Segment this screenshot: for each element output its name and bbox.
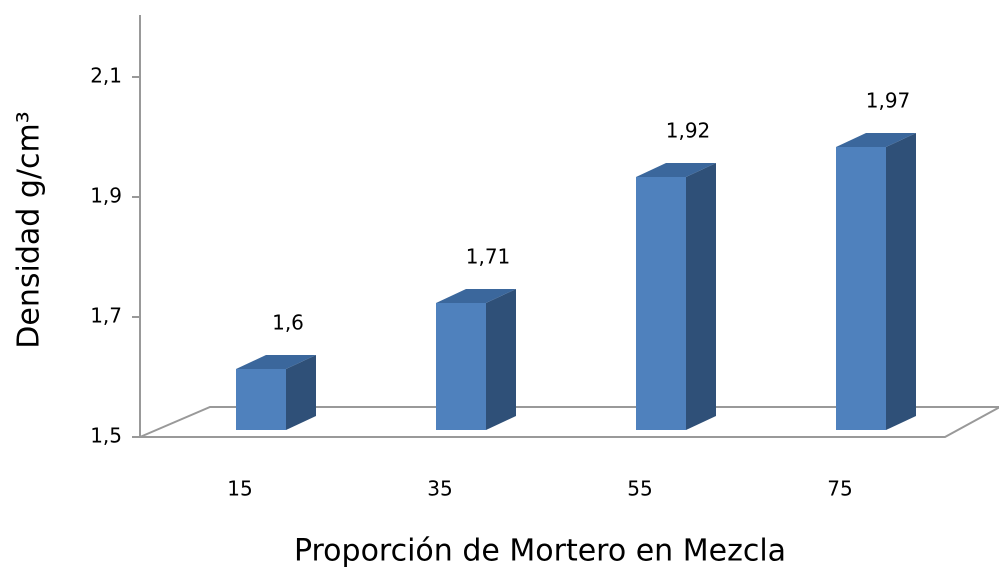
y-axis-label: Densidad g/cm³ bbox=[12, 111, 47, 348]
bar-top bbox=[436, 289, 516, 303]
bar-side bbox=[686, 163, 716, 430]
bar-front bbox=[636, 177, 686, 430]
bar bbox=[436, 289, 516, 430]
x-tick-label: 55 bbox=[627, 477, 652, 501]
bar-front bbox=[836, 147, 886, 430]
y-tick-label: 1,9 bbox=[90, 184, 122, 208]
bar-top bbox=[236, 355, 316, 369]
bar bbox=[636, 163, 716, 430]
x-tick-label: 15 bbox=[227, 477, 252, 501]
y-tick-label: 1,5 bbox=[90, 424, 122, 448]
bar bbox=[236, 355, 316, 430]
bar-front bbox=[436, 303, 486, 430]
x-axis-label: Proporción de Mortero en Mezcla bbox=[294, 534, 786, 569]
floor bbox=[139, 406, 999, 438]
y-tick-label: 2,1 bbox=[90, 64, 122, 88]
x-tick-label: 75 bbox=[827, 477, 852, 501]
value-label: 1,71 bbox=[466, 245, 511, 269]
bar-top bbox=[836, 133, 916, 147]
bar bbox=[836, 133, 916, 430]
value-label: 1,97 bbox=[866, 89, 911, 113]
x-tick-label: 35 bbox=[427, 477, 452, 501]
bar-top bbox=[636, 163, 716, 177]
y-tick-label: 1,7 bbox=[90, 304, 122, 328]
value-label: 1,6 bbox=[272, 311, 304, 335]
bar-front bbox=[236, 369, 286, 430]
value-label: 1,92 bbox=[666, 119, 711, 143]
bar-side bbox=[286, 355, 316, 430]
bar-side bbox=[886, 133, 916, 430]
bar-side bbox=[486, 289, 516, 430]
